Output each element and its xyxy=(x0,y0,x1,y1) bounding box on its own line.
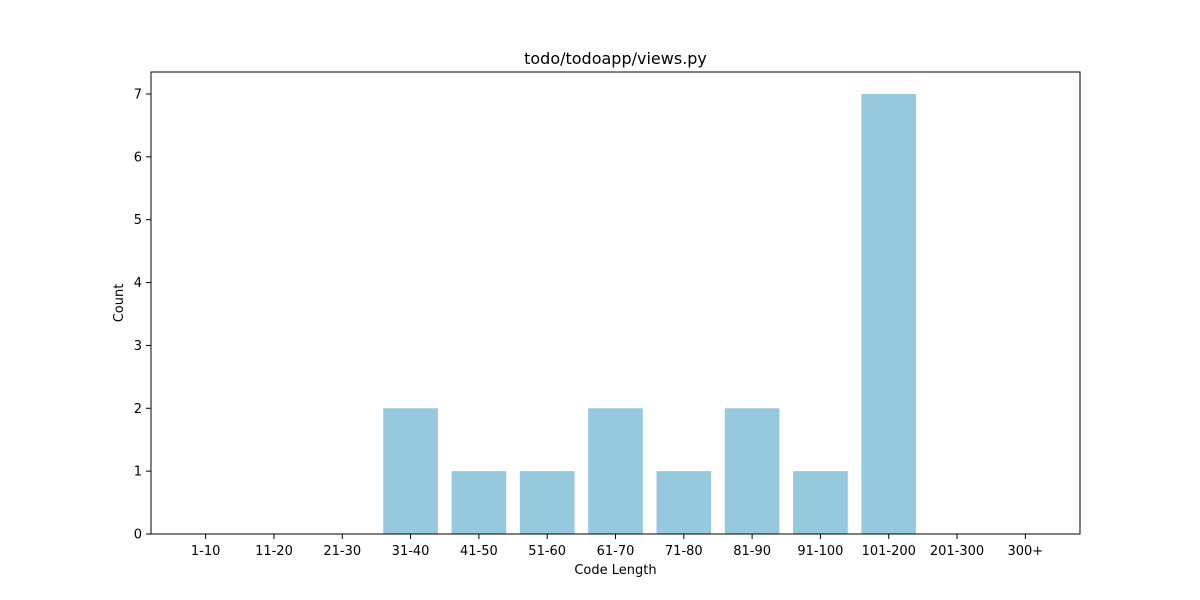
x-tick-label: 300+ xyxy=(1007,544,1043,559)
y-axis: 0 1 2 3 4 5 6 7 xyxy=(134,88,151,543)
y-tick-label: 3 xyxy=(134,339,142,354)
y-tick-label: 4 xyxy=(134,276,142,291)
y-tick-label: 5 xyxy=(134,213,142,228)
bar-81-90 xyxy=(724,408,780,534)
x-axis: 1-10 11-20 21-30 31-40 41-50 51-60 61-70 71-80 8… xyxy=(191,534,1043,559)
x-axis-label: Code Length xyxy=(574,563,656,578)
bar-91-100 xyxy=(793,471,848,534)
x-tick-label: 101-200 xyxy=(862,544,916,559)
y-tick-label: 1 xyxy=(134,465,142,480)
bar-41-50 xyxy=(451,471,507,534)
y-tick-label: 0 xyxy=(134,528,142,543)
x-tick-label: 11-20 xyxy=(255,544,293,559)
x-tick-label: 21-30 xyxy=(323,544,361,559)
bar-71-80 xyxy=(656,471,712,534)
y-tick-label: 6 xyxy=(134,150,142,165)
x-tick-label: 71-80 xyxy=(665,544,703,559)
x-tick-label: 1-10 xyxy=(191,544,221,559)
x-tick-label: 91-100 xyxy=(797,544,843,559)
x-tick-label: 201-300 xyxy=(930,544,984,559)
bar-31-40 xyxy=(383,408,438,534)
bar-51-60 xyxy=(519,471,575,534)
y-tick-label: 2 xyxy=(134,402,142,417)
x-tick-label: 51-60 xyxy=(528,544,566,559)
bar-101-200 xyxy=(861,94,917,534)
x-tick-label: 81-90 xyxy=(733,544,771,559)
y-tick-label: 7 xyxy=(134,88,142,103)
chart-title: todo/todoapp/views.py xyxy=(524,49,707,68)
x-tick-label: 41-50 xyxy=(460,544,498,559)
x-tick-label: 31-40 xyxy=(392,544,430,559)
bars-group xyxy=(383,94,917,534)
x-tick-label: 61-70 xyxy=(597,544,635,559)
y-axis-label: Count xyxy=(112,284,127,323)
bar-61-70 xyxy=(588,408,643,534)
